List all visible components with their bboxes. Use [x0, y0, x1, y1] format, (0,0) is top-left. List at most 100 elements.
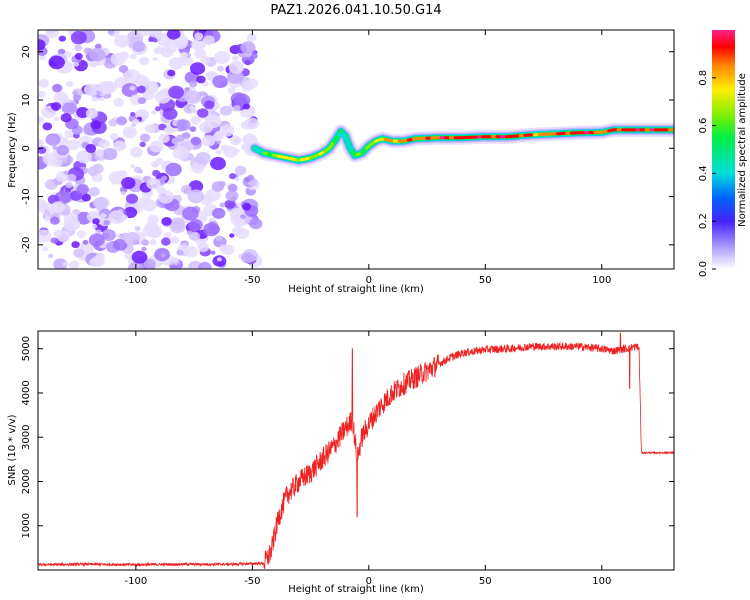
noise-blob	[191, 162, 205, 174]
noise-blob	[116, 116, 128, 126]
noise-blob	[109, 133, 119, 141]
snr-line	[38, 332, 674, 570]
noise-blob	[74, 44, 83, 52]
ridge-core	[346, 140, 354, 154]
noise-blob	[42, 122, 53, 131]
noise-blob	[155, 157, 164, 165]
noise-blob	[56, 145, 69, 156]
noise-blob	[130, 164, 136, 169]
noise-blob	[166, 30, 181, 40]
noise-blob	[227, 184, 238, 193]
noise-blob	[76, 184, 89, 195]
x-tick-label: 50	[479, 275, 492, 286]
noise-blob	[149, 81, 158, 88]
noise-blob	[110, 52, 126, 66]
noise-blob	[133, 166, 142, 173]
noise-blob	[225, 190, 239, 202]
colorbar-label: Normalized spectral amplitude	[737, 73, 748, 227]
noise-blob	[170, 236, 180, 244]
noise-blob	[244, 60, 251, 66]
noise-blob	[139, 141, 146, 148]
x-tick-label: 0	[366, 576, 372, 587]
noise-blob	[38, 79, 49, 88]
x-tick-label: -100	[124, 576, 147, 587]
noise-blob	[121, 177, 136, 189]
noise-blob	[250, 53, 258, 59]
noise-blob	[247, 174, 254, 181]
noise-blob	[172, 145, 190, 160]
colorbar-gradient	[712, 30, 735, 269]
noise-blob	[164, 127, 170, 132]
noise-blob	[199, 121, 214, 134]
noise-blob	[158, 133, 170, 143]
noise-blob	[72, 94, 82, 101]
noise-blob	[89, 258, 100, 267]
noise-blob	[60, 157, 68, 163]
noise-blob	[198, 261, 212, 269]
noise-blob	[129, 85, 136, 91]
y-tick-label: 1000	[21, 513, 32, 538]
noise-blob	[223, 146, 238, 158]
noise-blob	[120, 190, 126, 195]
noise-blob	[212, 207, 226, 219]
noise-blob	[168, 85, 185, 99]
noise-blob	[70, 30, 87, 45]
noise-blob	[188, 180, 204, 193]
noise-blob	[187, 189, 205, 204]
noise-blob	[76, 107, 90, 118]
y-tick-label: 0	[21, 145, 32, 151]
noise-blob	[191, 38, 206, 51]
y-tick-label: 20	[21, 45, 32, 58]
ridge-core	[341, 132, 350, 144]
noise-blob	[85, 108, 98, 119]
noise-blob	[189, 80, 198, 88]
noise-blob	[232, 55, 239, 61]
noise-blob	[103, 219, 111, 226]
noise-blob	[83, 83, 100, 97]
snr-xlabel: Height of straight line (km)	[288, 584, 424, 595]
noise-blob	[148, 37, 154, 43]
noise-blob	[146, 177, 161, 190]
noise-blob	[102, 148, 118, 161]
noise-blob	[90, 120, 102, 130]
noise-blob	[53, 116, 60, 122]
noise-blob	[229, 173, 237, 180]
noise-blob	[151, 31, 157, 36]
noise-blob	[240, 214, 246, 219]
y-tick-label: 2000	[21, 469, 32, 494]
noise-blob	[76, 150, 92, 164]
snr-series	[38, 332, 674, 570]
noise-blob	[91, 223, 98, 229]
noise-blob	[176, 249, 184, 256]
noise-blob	[229, 233, 235, 238]
chart-title: PAZ1.2026.041.10.50.G14	[270, 3, 441, 18]
noise-blob	[38, 39, 46, 51]
colorbar-tick-label: 0.6	[698, 118, 709, 134]
noise-blob	[123, 69, 141, 84]
noise-blob	[171, 256, 179, 263]
noise-blob	[196, 75, 206, 84]
noise-blob	[95, 149, 104, 157]
noise-blob	[141, 246, 147, 252]
noise-blob	[108, 119, 118, 127]
noise-blob	[126, 30, 144, 45]
noise-blob	[90, 171, 97, 177]
noise-blob	[215, 149, 222, 155]
noise-region	[38, 30, 263, 269]
noise-blob	[188, 219, 203, 232]
noise-blob	[202, 35, 215, 46]
colorbar-tick-label: 0.0	[698, 261, 709, 277]
noise-blob	[88, 186, 100, 197]
noise-blob	[165, 162, 182, 177]
y-tick-label: 10	[21, 94, 32, 107]
noise-blob	[136, 85, 146, 94]
noise-blob	[85, 143, 97, 153]
noise-blob	[88, 233, 105, 247]
x-tick-label: 50	[479, 576, 492, 587]
noise-blob	[108, 30, 115, 35]
noise-blob	[241, 81, 254, 92]
snr-frame	[37, 330, 675, 571]
noise-blob	[72, 90, 78, 95]
colorbar: 0.0 0.2 0.4 0.6 0.8 Normalized spectral ampl…	[698, 30, 748, 277]
